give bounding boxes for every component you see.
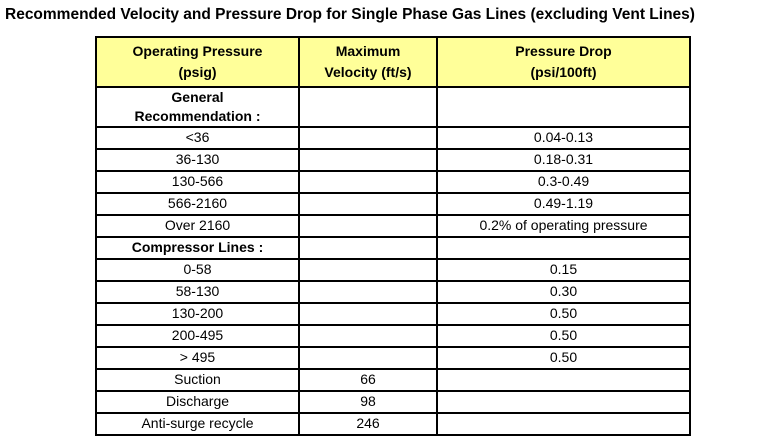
cell-operating-pressure: Suction [95,367,300,392]
cell-operating-pressure: 130-566 [95,169,300,194]
cell-pressure-drop: 0.50 [436,345,691,370]
table-row: 130-566 0.3-0.49 [95,169,691,194]
cell-operating-pressure: 200-495 [95,323,300,348]
cell-pressure-drop [436,86,691,128]
table-row: 200-495 0.50 [95,323,691,348]
cell-maximum-velocity [298,279,438,304]
header-operating-pressure: Operating Pressure (psig) [95,36,300,88]
cell-maximum-velocity: 66 [298,367,438,392]
table-row: Suction 66 [95,367,691,392]
cell-operating-pressure: 0-58 [95,257,300,282]
cell-pressure-drop: 0.30 [436,279,691,304]
table-row: Compressor Lines : [95,235,691,260]
cell-operating-pressure: Discharge [95,389,300,414]
cell-maximum-velocity [298,147,438,172]
cell-maximum-velocity [298,323,438,348]
cell-maximum-velocity [298,235,438,260]
table-row: 58-130 0.30 [95,279,691,304]
cell-pressure-drop [436,389,691,414]
table-row: Over 2160 0.2% of operating pressure [95,213,691,238]
page-title: Recommended Velocity and Pressure Drop f… [5,6,695,23]
cell-operating-pressure: General Recommendation : [95,86,300,128]
header-row: Operating Pressure (psig) Maximum Veloci… [95,36,691,88]
cell-pressure-drop: 0.2% of operating pressure [436,213,691,238]
table-row: 130-200 0.50 [95,301,691,326]
cell-pressure-drop: 0.15 [436,257,691,282]
table-row: <36 0.04-0.13 [95,125,691,150]
cell-maximum-velocity [298,213,438,238]
cell-operating-pressure: Compressor Lines : [95,235,300,260]
cell-maximum-velocity [298,257,438,282]
cell-operating-pressure: 566-2160 [95,191,300,216]
table-row: Anti-surge recycle 246 [95,411,691,436]
cell-operating-pressure: Anti-surge recycle [95,411,300,436]
cell-pressure-drop: 0.50 [436,301,691,326]
cell-maximum-velocity [298,169,438,194]
gas-lines-table: Operating Pressure (psig) Maximum Veloci… [95,36,691,436]
cell-maximum-velocity [298,125,438,150]
header-pressure-drop: Pressure Drop (psi/100ft) [436,36,691,88]
cell-maximum-velocity [298,301,438,326]
cell-maximum-velocity [298,345,438,370]
table-row: General Recommendation : [95,86,691,128]
header-maximum-velocity: Maximum Velocity (ft/s) [298,36,438,88]
cell-maximum-velocity [298,86,438,128]
cell-operating-pressure: Over 2160 [95,213,300,238]
cell-pressure-drop: 0.18-0.31 [436,147,691,172]
cell-pressure-drop: 0.3-0.49 [436,169,691,194]
table-body: General Recommendation : <36 0.04-0.13 36-1… [95,86,691,436]
cell-pressure-drop: 0.50 [436,323,691,348]
cell-operating-pressure: <36 [95,125,300,150]
cell-operating-pressure: 130-200 [95,301,300,326]
cell-pressure-drop: 0.04-0.13 [436,125,691,150]
cell-pressure-drop [436,235,691,260]
cell-operating-pressure: 36-130 [95,147,300,172]
cell-maximum-velocity: 98 [298,389,438,414]
cell-maximum-velocity [298,191,438,216]
cell-pressure-drop: 0.49-1.19 [436,191,691,216]
table-row: > 495 0.50 [95,345,691,370]
cell-pressure-drop [436,367,691,392]
table-row: Discharge 98 [95,389,691,414]
cell-pressure-drop [436,411,691,436]
table-row: 566-2160 0.49-1.19 [95,191,691,216]
cell-operating-pressure: 58-130 [95,279,300,304]
cell-operating-pressure: > 495 [95,345,300,370]
cell-maximum-velocity: 246 [298,411,438,436]
table-row: 0-58 0.15 [95,257,691,282]
table-row: 36-130 0.18-0.31 [95,147,691,172]
